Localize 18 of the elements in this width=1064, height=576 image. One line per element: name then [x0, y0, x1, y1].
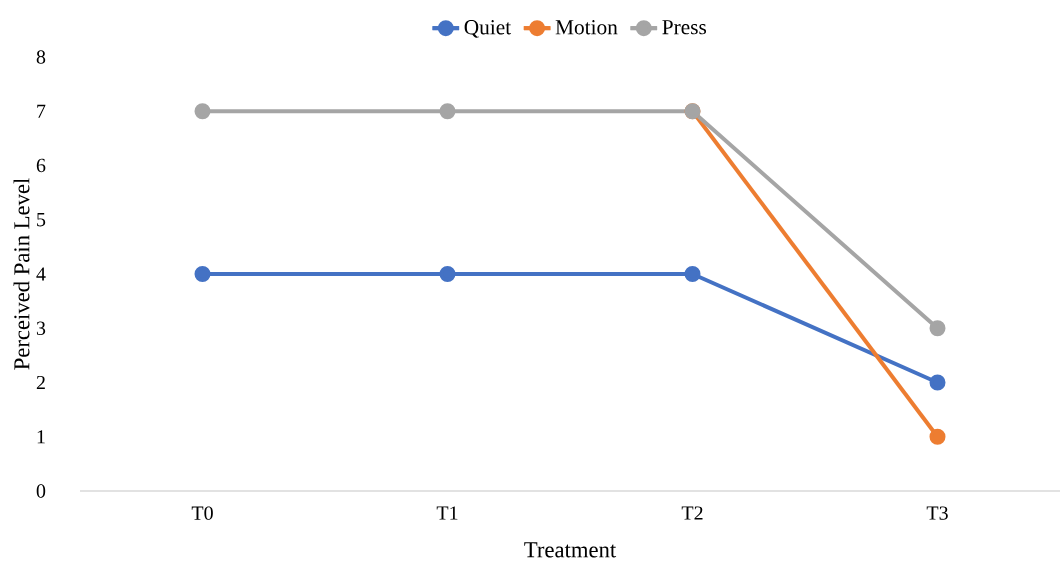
x-tick-label: T0: [191, 506, 213, 520]
legend-label: Motion: [555, 20, 618, 35]
x-axis-title: Treatment: [524, 542, 617, 558]
legend-label: Press: [662, 20, 707, 35]
y-tick-label: 6: [36, 158, 46, 173]
y-axis-title: Perceived Pain Level: [13, 178, 30, 370]
y-tick-label: 7: [37, 104, 46, 118]
y-tick-label: 8: [36, 50, 46, 64]
x-tick-label: T1: [436, 506, 458, 520]
y-tick-label: 1: [37, 430, 45, 444]
y-tick-label: 3: [36, 321, 46, 335]
y-tick-label: 0: [36, 484, 46, 498]
legend-label: Quiet: [464, 20, 512, 38]
y-tick-label: 2: [36, 375, 45, 390]
x-tick-label: T3: [926, 506, 948, 520]
y-tick-label: 5: [37, 213, 46, 227]
y-tick-label: 4: [36, 267, 46, 281]
x-tick-label: T2: [681, 506, 703, 520]
